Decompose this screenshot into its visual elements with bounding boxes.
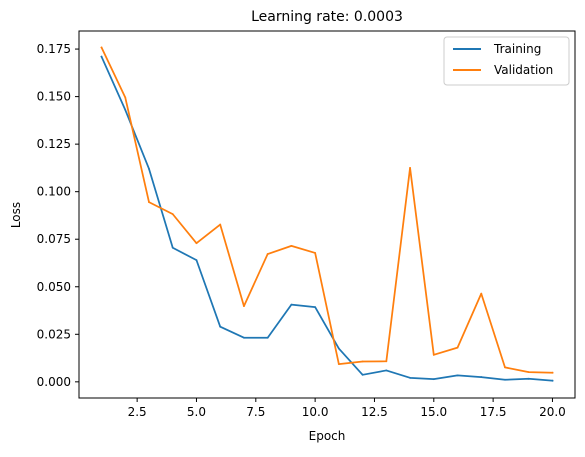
chart-title: Learning rate: 0.0003 (251, 9, 403, 25)
x-tick-label: 7.5 (246, 405, 265, 419)
validation-point (456, 346, 459, 349)
plot-frame (78, 30, 576, 399)
training-point (171, 246, 174, 249)
training-point (432, 378, 435, 381)
x-tick-label: 10.0 (302, 405, 329, 419)
validation-point (361, 360, 364, 363)
validation-point (100, 46, 103, 49)
y-tick-label: 0.125 (37, 137, 71, 151)
training-point (219, 325, 222, 328)
training-point (527, 377, 530, 380)
x-axis-ticks: 2.5 5.0 7.5 10.0 12.5 15.0 17.5 20.0 (128, 398, 566, 419)
training-point (100, 55, 103, 58)
x-tick-label: 15.0 (420, 405, 447, 419)
validation-point (480, 292, 483, 295)
y-axis-label: Loss (9, 202, 23, 228)
training-point (551, 379, 554, 382)
x-tick-label: 2.5 (128, 405, 147, 419)
legend-validation-label: Validation (494, 63, 553, 77)
training-point (480, 376, 483, 378)
validation-point (504, 366, 506, 369)
training-point (456, 374, 459, 377)
training-loss-line (100, 55, 554, 382)
validation-point (527, 371, 530, 374)
legend-training-label: Training (493, 42, 541, 56)
plot-area (100, 46, 554, 382)
y-tick-label: 0.000 (37, 375, 71, 389)
training-point (504, 378, 506, 381)
x-axis-label: Epoch (309, 429, 346, 443)
validation-point (432, 353, 435, 356)
validation-loss-line (100, 46, 554, 374)
x-tick-label: 5.0 (187, 405, 206, 419)
y-axis-ticks: 0.000 0.025 0.050 0.075 0.100 0.125 0.150 0.175 (37, 42, 79, 389)
validation-point (337, 363, 340, 366)
training-point (124, 109, 127, 111)
y-tick-label: 0.050 (37, 280, 71, 294)
validation-point (243, 305, 245, 308)
x-tick-label: 17.5 (480, 405, 507, 419)
validation-point (385, 360, 388, 363)
legend: Training Validation (443, 36, 570, 86)
y-tick-label: 0.150 (37, 90, 71, 104)
x-tick-label: 12.5 (361, 405, 388, 419)
y-tick-label: 0.100 (37, 185, 71, 199)
validation-point (314, 252, 317, 254)
validation-point (290, 244, 293, 247)
training-point (195, 259, 198, 262)
y-tick-label: 0.075 (37, 232, 71, 246)
training-point (337, 347, 340, 350)
validation-point (148, 201, 150, 204)
validation-point (195, 242, 198, 245)
validation-point (409, 167, 411, 169)
validation-point (266, 253, 269, 255)
training-point (266, 336, 269, 339)
training-point (385, 369, 388, 372)
validation-point (551, 371, 554, 374)
training-point (361, 373, 364, 376)
validation-point (124, 96, 127, 99)
validation-point (171, 213, 174, 216)
training-point (290, 303, 293, 306)
x-tick-label: 20.0 (539, 405, 566, 419)
training-point (409, 376, 411, 379)
training-point (148, 167, 150, 170)
training-point (314, 306, 317, 309)
y-tick-label: 0.025 (37, 327, 71, 341)
y-tick-label: 0.175 (37, 42, 71, 56)
validation-point (219, 223, 222, 226)
training-point (243, 336, 245, 339)
